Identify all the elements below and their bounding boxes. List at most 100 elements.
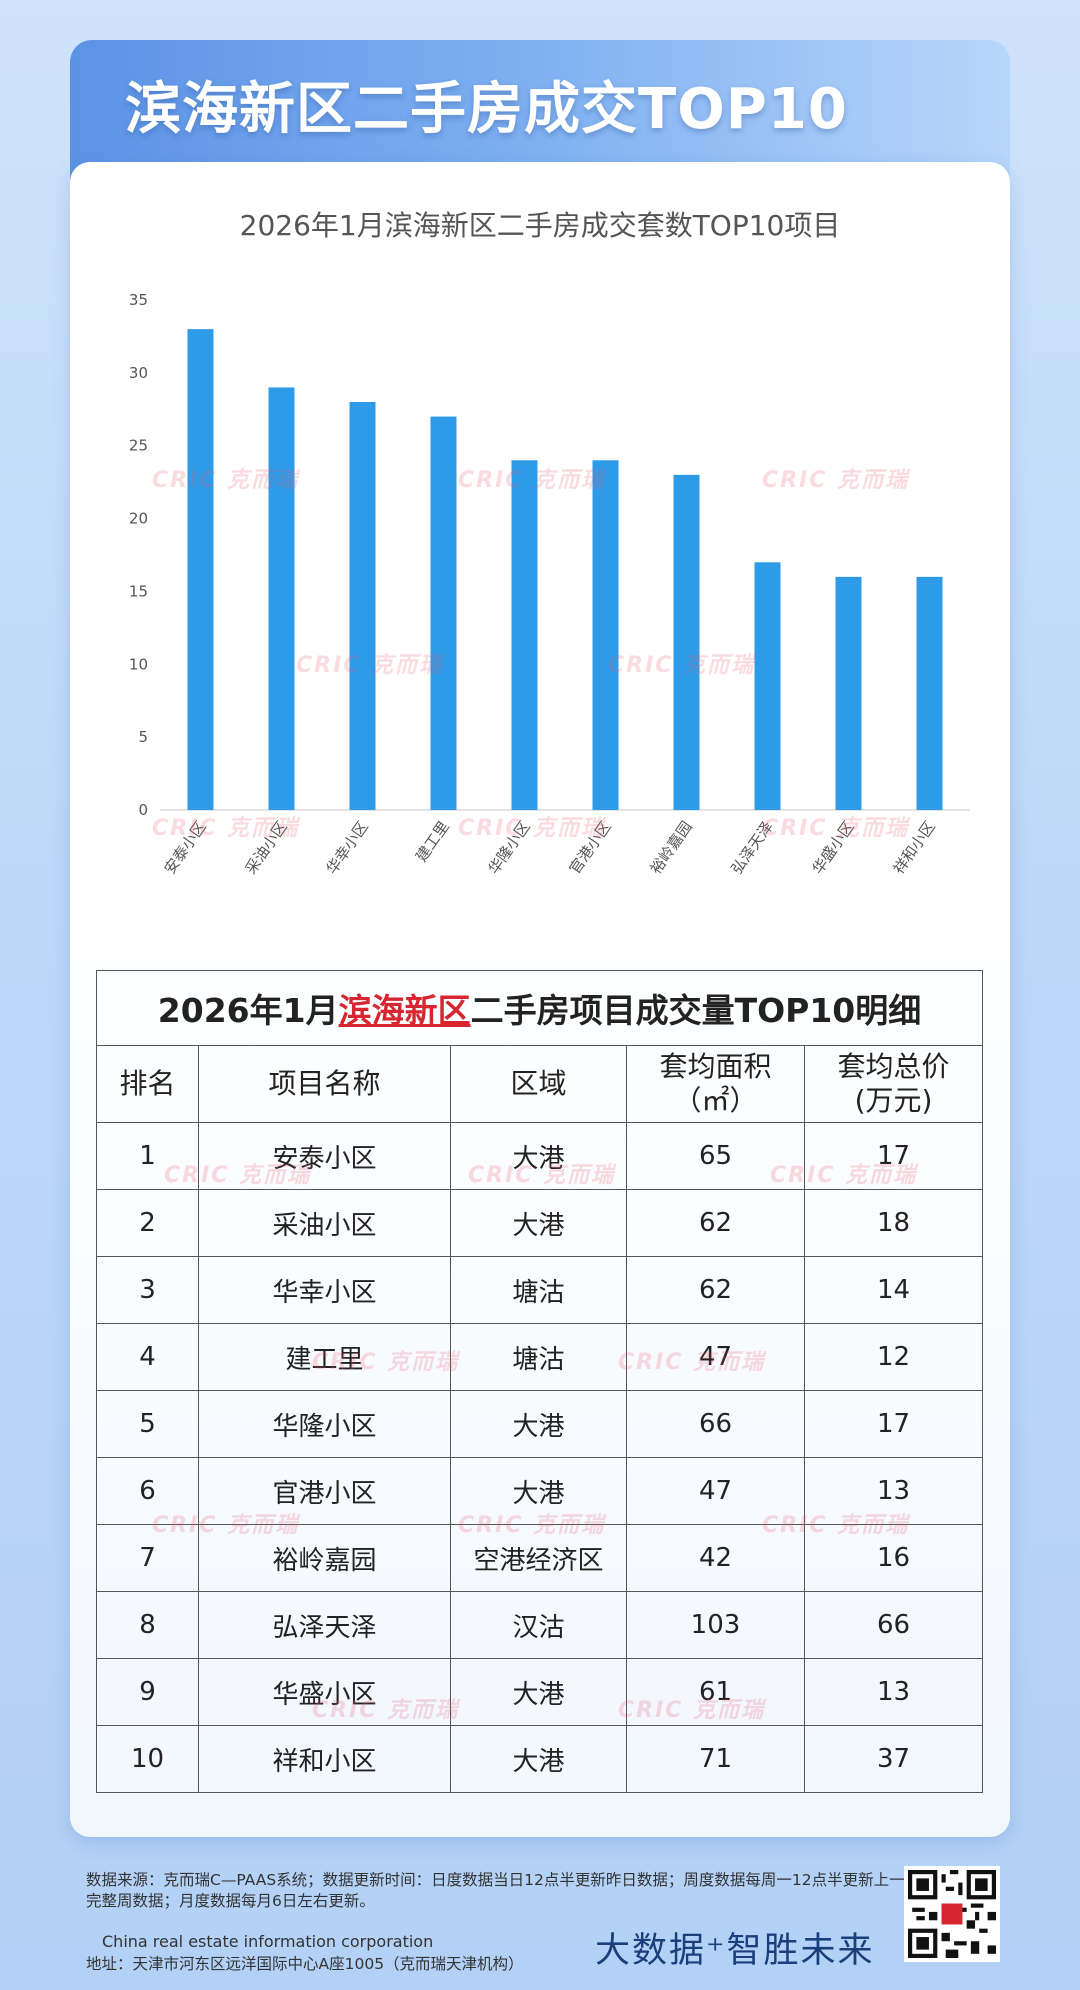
header-price-line2: (万元): [854, 1084, 933, 1117]
cell-area: 空港经济区: [450, 1524, 627, 1592]
cell-area: 大港: [450, 1725, 627, 1793]
header-size: 套均面积 （㎡）: [626, 1045, 805, 1123]
qr-code: [904, 1866, 1000, 1962]
cell-area: 大港: [450, 1390, 627, 1458]
x-tick-label: 安泰小区: [161, 818, 210, 877]
x-tick-label: 弘泽天泽: [728, 818, 777, 877]
table-row: 10 祥和小区 大港 71 37: [96, 1725, 984, 1793]
table-row: 1 安泰小区 大港 65 17: [96, 1122, 984, 1190]
cell-size: 103: [626, 1591, 805, 1659]
table-row: 7 裕岭嘉园 空港经济区 42 16: [96, 1524, 984, 1592]
cell-area: 塘沽: [450, 1256, 627, 1324]
table-title-prefix: 2026年1月: [157, 991, 339, 1030]
cell-name: 华幸小区: [198, 1256, 451, 1324]
header-size-line1: 套均面积: [659, 1050, 772, 1083]
header-area: 区域: [450, 1045, 627, 1123]
bar: [754, 562, 781, 810]
cell-price: 66: [803, 1591, 984, 1659]
cell-rank: 8: [96, 1591, 199, 1659]
cell-size: 47: [626, 1323, 805, 1391]
header-price: 套均总价 (万元): [803, 1045, 984, 1123]
cell-rank: 5: [96, 1390, 199, 1458]
cell-size: 65: [626, 1122, 805, 1190]
cell-size: 66: [626, 1390, 805, 1458]
x-tick-label: 祥和小区: [890, 818, 939, 877]
footer-address: 地址：天津市河东区远洋国际中心A座1005（克而瑞天津机构）: [86, 1955, 524, 1973]
bar: [835, 576, 862, 810]
cell-area: 塘沽: [450, 1323, 627, 1391]
x-tick-label: 建工里: [412, 818, 453, 865]
cell-rank: 10: [96, 1725, 199, 1793]
footer-source: 数据来源：克而瑞C—PAAS系统；数据更新时间：日度数据当日12点半更新昨日数据…: [86, 1871, 905, 1910]
bar-chart: 0 5 10 15 20 25 30 35 安泰小区 采油小区 华幸小区 建工里 华隆小区 官港小区 裕岭嘉…: [129, 291, 970, 877]
cell-area: 大港: [450, 1658, 627, 1726]
footer-english-name: China real estate information corporatio…: [102, 1932, 434, 1951]
cell-rank: 3: [96, 1256, 199, 1324]
cell-area: 汉沽: [450, 1591, 627, 1659]
cell-name: 建工里: [198, 1323, 451, 1391]
cell-rank: 1: [96, 1122, 199, 1190]
cell-size: 47: [626, 1457, 805, 1525]
footer-slogan: 大数据⁺智胜未来: [595, 1931, 875, 1971]
cell-price: 17: [803, 1122, 984, 1190]
bar: [673, 474, 700, 810]
cell-name: 弘泽天泽: [198, 1591, 451, 1659]
cell-price: 37: [803, 1725, 984, 1793]
cell-area: 大港: [450, 1189, 627, 1257]
detail-table: 2026年1月滨海新区二手房项目成交量TOP10明细 排名 项目名称 区域 套均…: [95, 970, 984, 1793]
header-rank: 排名: [96, 1045, 199, 1123]
y-tick-label: 10: [129, 655, 148, 673]
cell-name: 安泰小区: [198, 1122, 451, 1190]
chart-title: 2026年1月滨海新区二手房成交套数TOP10项目: [239, 209, 841, 242]
cell-name: 裕岭嘉园: [198, 1524, 451, 1592]
cell-name: 华盛小区: [198, 1658, 451, 1726]
footer: 数据来源：克而瑞C—PAAS系统；数据更新时间：日度数据当日12点半更新昨日数据…: [86, 1870, 906, 1973]
cell-size: 62: [626, 1256, 805, 1324]
cell-rank: 7: [96, 1524, 199, 1592]
cell-area: 大港: [450, 1457, 627, 1525]
table-title-suffix: 二手房项目成交量TOP10明细: [470, 991, 922, 1030]
cell-price: 13: [803, 1457, 984, 1525]
table-row: 4 建工里 塘沽 47 12: [96, 1323, 984, 1391]
cell-name: 官港小区: [198, 1457, 451, 1525]
y-tick-label: 20: [129, 510, 148, 528]
cell-rank: 4: [96, 1323, 199, 1391]
y-tick-label: 35: [129, 291, 148, 309]
x-tick-label: 华幸小区: [323, 818, 372, 877]
bar: [268, 387, 295, 810]
bar: [916, 576, 943, 810]
bar: [430, 416, 457, 810]
y-tick-label: 5: [138, 728, 148, 746]
cell-price: 13: [803, 1658, 984, 1726]
table-row: 8 弘泽天泽 汉沽 103 66: [96, 1591, 984, 1659]
y-tick-label: 30: [129, 364, 148, 382]
table-title: 2026年1月滨海新区二手房项目成交量TOP10明细: [95, 970, 984, 1046]
bar: [511, 460, 538, 810]
table-row: 9 华盛小区 大港 61 13: [96, 1658, 984, 1726]
table-row: 3 华幸小区 塘沽 62 14: [96, 1256, 984, 1324]
x-tick-label: 华隆小区: [485, 818, 534, 877]
header-size-line2: （㎡）: [673, 1084, 758, 1117]
x-tick-label: 华盛小区: [809, 818, 858, 877]
detail-table-container: 2026年1月滨海新区二手房项目成交量TOP10明细 排名 项目名称 区域 套均…: [95, 970, 984, 1793]
header-name: 项目名称: [198, 1045, 451, 1123]
page-title: 滨海新区二手房成交TOP10: [125, 77, 848, 142]
cell-price: 14: [803, 1256, 984, 1324]
cell-price: 12: [803, 1323, 984, 1391]
x-tick-label: 官港小区: [566, 818, 615, 877]
cell-rank: 9: [96, 1658, 199, 1726]
cell-price: 16: [803, 1524, 984, 1592]
table-row: 5 华隆小区 大港 66 17: [96, 1390, 984, 1458]
cell-rank: 2: [96, 1189, 199, 1257]
cell-name: 祥和小区: [198, 1725, 451, 1793]
cell-size: 61: [626, 1658, 805, 1726]
cell-name: 采油小区: [198, 1189, 451, 1257]
bar: [349, 402, 376, 810]
table-row: 6 官港小区 大港 47 13: [96, 1457, 984, 1525]
cell-price: 18: [803, 1189, 984, 1257]
header-price-line1: 套均总价: [837, 1050, 950, 1083]
content-card: 2026年1月滨海新区二手房成交套数TOP10项目 0 5 10 15 20 25 30 35…: [70, 162, 1010, 1837]
cell-size: 62: [626, 1189, 805, 1257]
x-tick-label: 采油小区: [242, 818, 291, 877]
cell-name: 华隆小区: [198, 1390, 451, 1458]
